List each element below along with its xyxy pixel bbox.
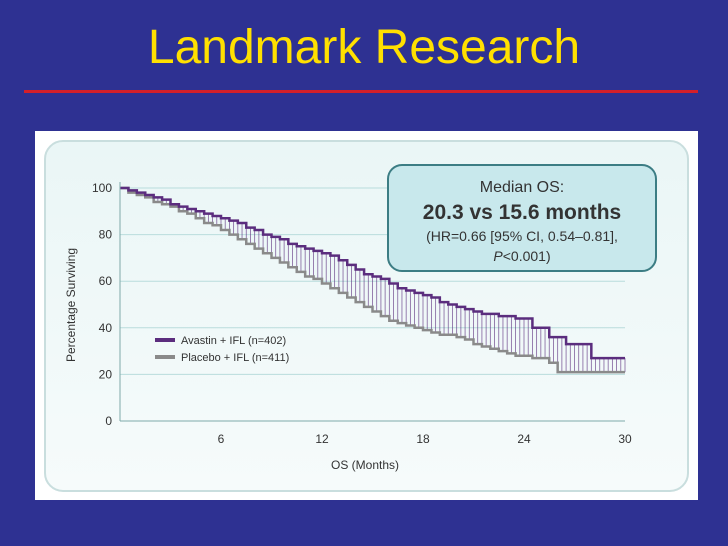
callout-p-symbol: P [493, 248, 503, 264]
y-tick-label: 40 [99, 321, 113, 335]
survival-curves [120, 186, 625, 374]
slide-title: Landmark Research [147, 21, 581, 74]
legend-label-placebo: Placebo + IFL (n=411) [181, 352, 289, 364]
y-tick-label: 0 [105, 414, 112, 428]
y-axis-label: Percentage Surviving [64, 248, 78, 362]
x-tick-label: 6 [218, 432, 225, 446]
callout-line-4: P<0.001) [493, 248, 550, 264]
y-tick-label: 80 [99, 228, 113, 242]
x-tick-labels: 6 12 18 24 30 [218, 432, 632, 446]
title-divider [24, 90, 698, 93]
callout-line-3: (HR=0.66 [95% CI, 0.54–0.81], [426, 228, 618, 244]
y-tick-label: 60 [99, 274, 113, 288]
x-tick-label: 18 [416, 432, 430, 446]
callout-line-2: 20.3 vs 15.6 months [423, 201, 621, 224]
legend: Avastin + IFL (n=402) Placebo + IFL (n=4… [155, 335, 289, 364]
x-tick-label: 12 [315, 432, 329, 446]
survival-figure: 6 12 18 24 30 0 20 40 60 80 100 OS (Months) Perce… [35, 131, 698, 500]
survival-chart: 6 12 18 24 30 0 20 40 60 80 100 OS (Months) Perce… [44, 140, 689, 492]
callout-p-value: <0.001) [503, 248, 551, 264]
axes [119, 182, 625, 422]
y-tick-labels: 0 20 40 60 80 100 [92, 181, 112, 428]
median-os-callout: Median OS: 20.3 vs 15.6 months (HR=0.66 … [387, 164, 657, 272]
x-tick-label: 24 [517, 432, 531, 446]
y-tick-label: 100 [92, 181, 112, 195]
legend-label-avastin: Avastin + IFL (n=402) [181, 335, 286, 347]
placebo-curve [120, 186, 625, 374]
x-tick-label: 30 [618, 432, 632, 446]
avastin-curve [120, 186, 625, 360]
callout-line-1: Median OS: [480, 179, 564, 196]
callout-box [387, 164, 657, 272]
x-axis-label: OS (Months) [331, 458, 399, 472]
y-tick-label: 20 [99, 367, 113, 381]
